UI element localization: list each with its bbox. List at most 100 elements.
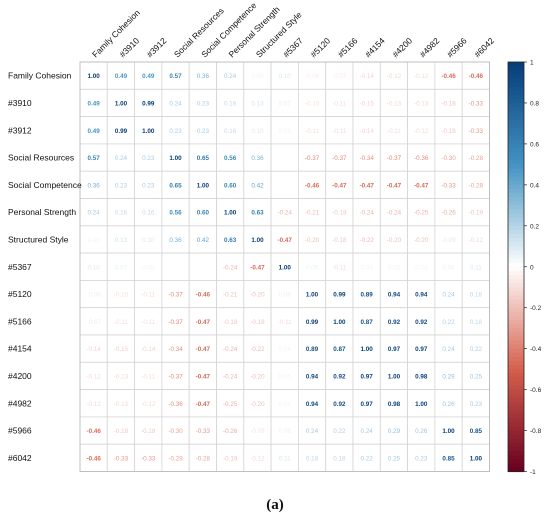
cell-value-label: 0.04	[279, 346, 292, 353]
cell-value-label: -0.13	[114, 373, 129, 380]
cell-value-label: -0.37	[305, 155, 320, 162]
colorbar-segment	[508, 225, 524, 231]
colorbar-segment	[508, 229, 524, 235]
colorbar-segment	[508, 299, 524, 305]
cell-value-label: 0.56	[169, 210, 182, 217]
cell-value-label: -0.15	[359, 100, 374, 107]
cell-value-label: -0.18	[114, 428, 129, 435]
cell-value-label: -0.30	[168, 428, 183, 435]
colorbar-segment	[508, 164, 524, 170]
heatmap-cell	[106, 198, 136, 227]
cell-value-label: -0.11	[278, 319, 292, 326]
cell-value-label: 0.16	[142, 210, 155, 217]
heatmap-cell	[243, 334, 272, 363]
heatmap-cell	[188, 88, 217, 118]
cell-value-label: -0.46	[86, 428, 101, 435]
cell-value-label: -0.10	[305, 100, 320, 107]
cell-value-label: 0.18	[470, 292, 483, 299]
cell-value-label: 0.23	[169, 128, 182, 135]
cell-value-label: -0.47	[332, 182, 347, 189]
colorbar-segment	[508, 139, 524, 145]
heatmap-cell	[434, 143, 463, 172]
colorbar-segment	[508, 107, 524, 112]
cell-value-label: 1.00	[115, 100, 128, 107]
cell-value-label: 0.36	[197, 73, 210, 80]
heatmap-cell	[216, 225, 245, 254]
cell-value-label: 0.11	[470, 264, 482, 271]
colorbar-segment	[508, 410, 524, 415]
heatmap-cell	[325, 252, 354, 281]
colorbar-segment	[508, 324, 524, 329]
heatmap-cell	[407, 170, 436, 199]
heatmap-cell	[297, 198, 327, 227]
cell-value-label: -0.12	[414, 128, 429, 135]
cell-value-label: -0.12	[387, 73, 402, 80]
colorbar-segment	[508, 143, 524, 149]
colorbar-segment	[508, 332, 524, 337]
heatmap-cell	[134, 143, 163, 172]
cell-value-label: -0.12	[141, 401, 156, 408]
cell-value-label: 0.56	[224, 155, 237, 162]
column-label: #5966	[445, 35, 469, 59]
colorbar-segment	[508, 295, 524, 301]
colorbar-segment	[508, 205, 524, 211]
colorbar-segment	[508, 66, 524, 71]
cell-value-label: -0.47	[196, 346, 211, 353]
row-label: #5966	[8, 426, 32, 436]
colorbar-segment	[508, 381, 524, 387]
cell-value-label: -0.24	[223, 264, 238, 271]
cell-value-label: 1.00	[333, 319, 346, 326]
row-label: #5120	[8, 289, 32, 299]
colorbar-segment	[508, 180, 524, 186]
colorbar-tick-label: 0.4	[530, 182, 539, 189]
cell-value-label: 1.00	[142, 128, 155, 135]
heatmap-cell	[161, 143, 190, 172]
cell-value-label: 0.23	[197, 128, 210, 135]
cell-value-label: 0.26	[442, 401, 455, 408]
cell-value-label: -0.47	[359, 182, 374, 189]
cell-value-label: -0.28	[168, 455, 183, 462]
colorbar-segment	[508, 94, 524, 100]
colorbar-segment	[508, 467, 524, 473]
cell-value-label: 0.25	[470, 373, 483, 380]
row-labels: Family Cohesion #3910 #3912 Social Resource…	[8, 71, 82, 463]
heatmap-cell	[379, 334, 408, 363]
heatmap-cell	[188, 334, 217, 363]
colorbar-segment	[508, 168, 524, 174]
heatmap-cell	[352, 252, 381, 281]
cell-value-label: 0.06	[442, 264, 455, 271]
cell-value-label: -0.47	[196, 401, 211, 408]
cell-value-label: 0.36	[251, 155, 264, 162]
cell-value-label: -0.15	[114, 346, 129, 353]
colorbar: 1 0.8 0.6 0.4 0.2 0 -0.2 -0.4 -0.6 -0.8 -1	[507, 60, 542, 476]
heatmap-cell	[297, 279, 327, 309]
heatmap-cell	[325, 143, 354, 172]
colorbar-segment	[508, 274, 524, 280]
cell-value-label: 0.89	[306, 346, 319, 353]
cell-value-label: -0.18	[250, 319, 265, 326]
heatmap-cell	[106, 88, 136, 118]
heatmap-cell	[379, 170, 408, 199]
cell-value-label: 0.23	[115, 182, 128, 189]
heatmap-cell	[352, 416, 381, 445]
cell-value-label: 0.10	[251, 128, 264, 135]
row-label: #4200	[8, 371, 32, 381]
heatmap-cell	[270, 225, 299, 254]
colorbar-segment	[508, 262, 524, 268]
cell-value-label: 0.49	[88, 128, 101, 135]
cell-value-label: -0.46	[86, 455, 101, 462]
heatmap-cell	[243, 198, 272, 227]
heatmap-cell	[379, 88, 408, 118]
cell-value-label: 0.24	[361, 428, 374, 435]
cell-value-label: 0.92	[333, 373, 346, 380]
colorbar-segment	[508, 160, 524, 165]
cell-value-label: -0.47	[414, 182, 429, 189]
cell-value-label: 0.85	[470, 428, 483, 435]
heatmap-cell	[243, 279, 272, 309]
cell-value-label: -0.18	[332, 210, 347, 217]
heatmap-cell	[270, 361, 299, 390]
cell-value-label: 0.99	[115, 128, 128, 135]
colorbar-segment	[508, 62, 524, 67]
cell-value-label: -0.11	[332, 100, 346, 107]
heatmap-cell	[216, 143, 245, 172]
